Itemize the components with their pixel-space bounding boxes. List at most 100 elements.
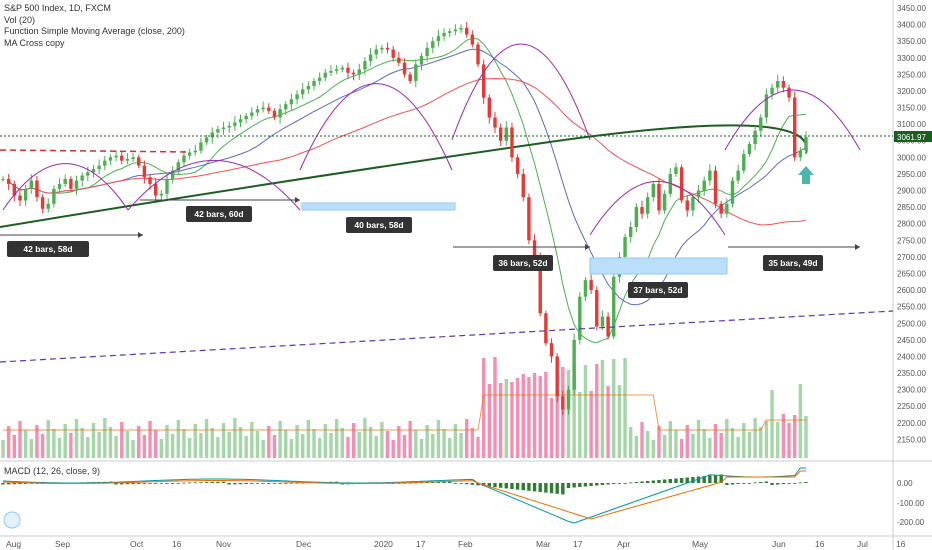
macd-histogram-bar [120,483,124,485]
volume-bar [374,436,378,458]
macd-histogram-bar [261,483,265,484]
volume-bar [91,423,96,458]
candle-body [561,396,565,410]
macd-tick-label: 0.00 [897,479,913,488]
volume-bar [391,440,395,458]
time-tick-label: 17 [573,539,583,549]
volume-bar [233,418,237,458]
macd-histogram-bar [770,483,774,485]
macd-histogram-bar [397,483,401,484]
macd-histogram-bar [493,483,497,488]
volume-bar [674,430,678,458]
candle-body [363,61,367,70]
candle-body [804,137,808,151]
candle-body [199,142,203,151]
volume-bar [425,425,429,458]
volume-bar [86,437,90,458]
macd-histogram-bar [804,482,808,483]
candle-body [29,180,33,189]
macd-line [2,467,806,524]
candle-body [295,94,299,100]
candle-body [566,389,571,410]
candle-body [334,69,339,72]
macd-histogram-bar [798,482,803,484]
macd-histogram-bar [792,483,797,484]
candle-body [776,81,780,88]
last-price-tag [894,131,932,142]
macd-histogram-bar [431,482,435,483]
macd-histogram-bar [448,481,452,483]
volume-bar [131,440,135,458]
candle-body [453,29,458,32]
volume-bar [629,427,633,458]
time-tick-label: Oct [130,539,144,549]
volume-bar [125,431,130,458]
macd-histogram-bar [204,482,209,483]
candle-body [612,276,616,337]
macd-histogram-bar [781,483,786,484]
volume-bar [52,429,56,458]
time-tick-label: Apr [617,539,630,549]
volume-ma-line [3,394,806,431]
volume-bar [278,421,282,458]
macd-histogram-bar [453,483,458,484]
volume-bar [40,434,45,458]
candle-body [170,170,175,179]
macd-histogram-bar [617,483,622,484]
macd-histogram-bar [221,481,226,483]
price-tick-label: 2800.00 [897,220,926,229]
macd-indicator-label[interactable]: MACD (12, 26, close, 9) [4,466,101,476]
date-range-box [301,202,456,211]
macd-histogram-bar [295,482,299,484]
candle-body [323,72,328,78]
price-tick-label: 2250.00 [897,402,926,411]
volume-bar [696,420,701,458]
ma-cross-indicator-label[interactable]: MA Cross copy [4,37,65,48]
candle-body [114,155,118,158]
volume-bar [657,426,661,458]
volume-bar [35,425,39,458]
macd-histogram-bar [250,483,254,484]
macd-histogram-bar [227,483,231,485]
bar-count-label-bg [346,217,412,233]
volume-bar [544,372,548,458]
volume-bar [250,422,254,458]
candle-body [391,49,395,58]
volume-bar [498,383,503,458]
bar-count-label-bg [186,206,252,222]
macd-histogram-bar [414,482,418,484]
macd-histogram-bar [487,483,492,487]
price-tick-label: 2650.00 [897,269,926,278]
symbol-title[interactable]: S&P 500 Index, 1D, FXCM [4,3,111,13]
volume-bar [459,433,463,458]
volume-bar [798,384,803,458]
sma-indicator-label[interactable]: Function Simple Moving Average (close, 2… [4,26,185,36]
price-tick-label: 2200.00 [897,419,926,428]
candle-body [374,49,378,55]
bar-count-label: 35 bars, 49d [768,258,817,268]
volume-bar [538,376,542,458]
volume-bar [662,435,667,458]
volume-bar [176,420,180,458]
volume-indicator-label[interactable]: Vol (20) [4,14,36,25]
macd-histogram-bar [244,483,248,485]
macd-histogram-bar [708,475,712,483]
macd-histogram-bar [425,482,429,484]
candle-body [600,316,605,327]
time-tick-label: 16 [815,539,825,549]
macd-histogram-bar [267,483,271,484]
volume-bar [436,420,441,458]
candle-body [679,167,684,201]
volume-bar [685,425,689,458]
candle-body [193,150,197,153]
volume-bar [199,433,203,458]
candle-body [148,177,152,184]
candle-body [532,240,537,257]
macd-histogram-bar [23,483,28,484]
candle-body [35,180,39,198]
candle-body [346,67,350,73]
candle-body [187,152,192,156]
macd-histogram-bar [278,483,282,484]
candle-body [515,157,520,174]
